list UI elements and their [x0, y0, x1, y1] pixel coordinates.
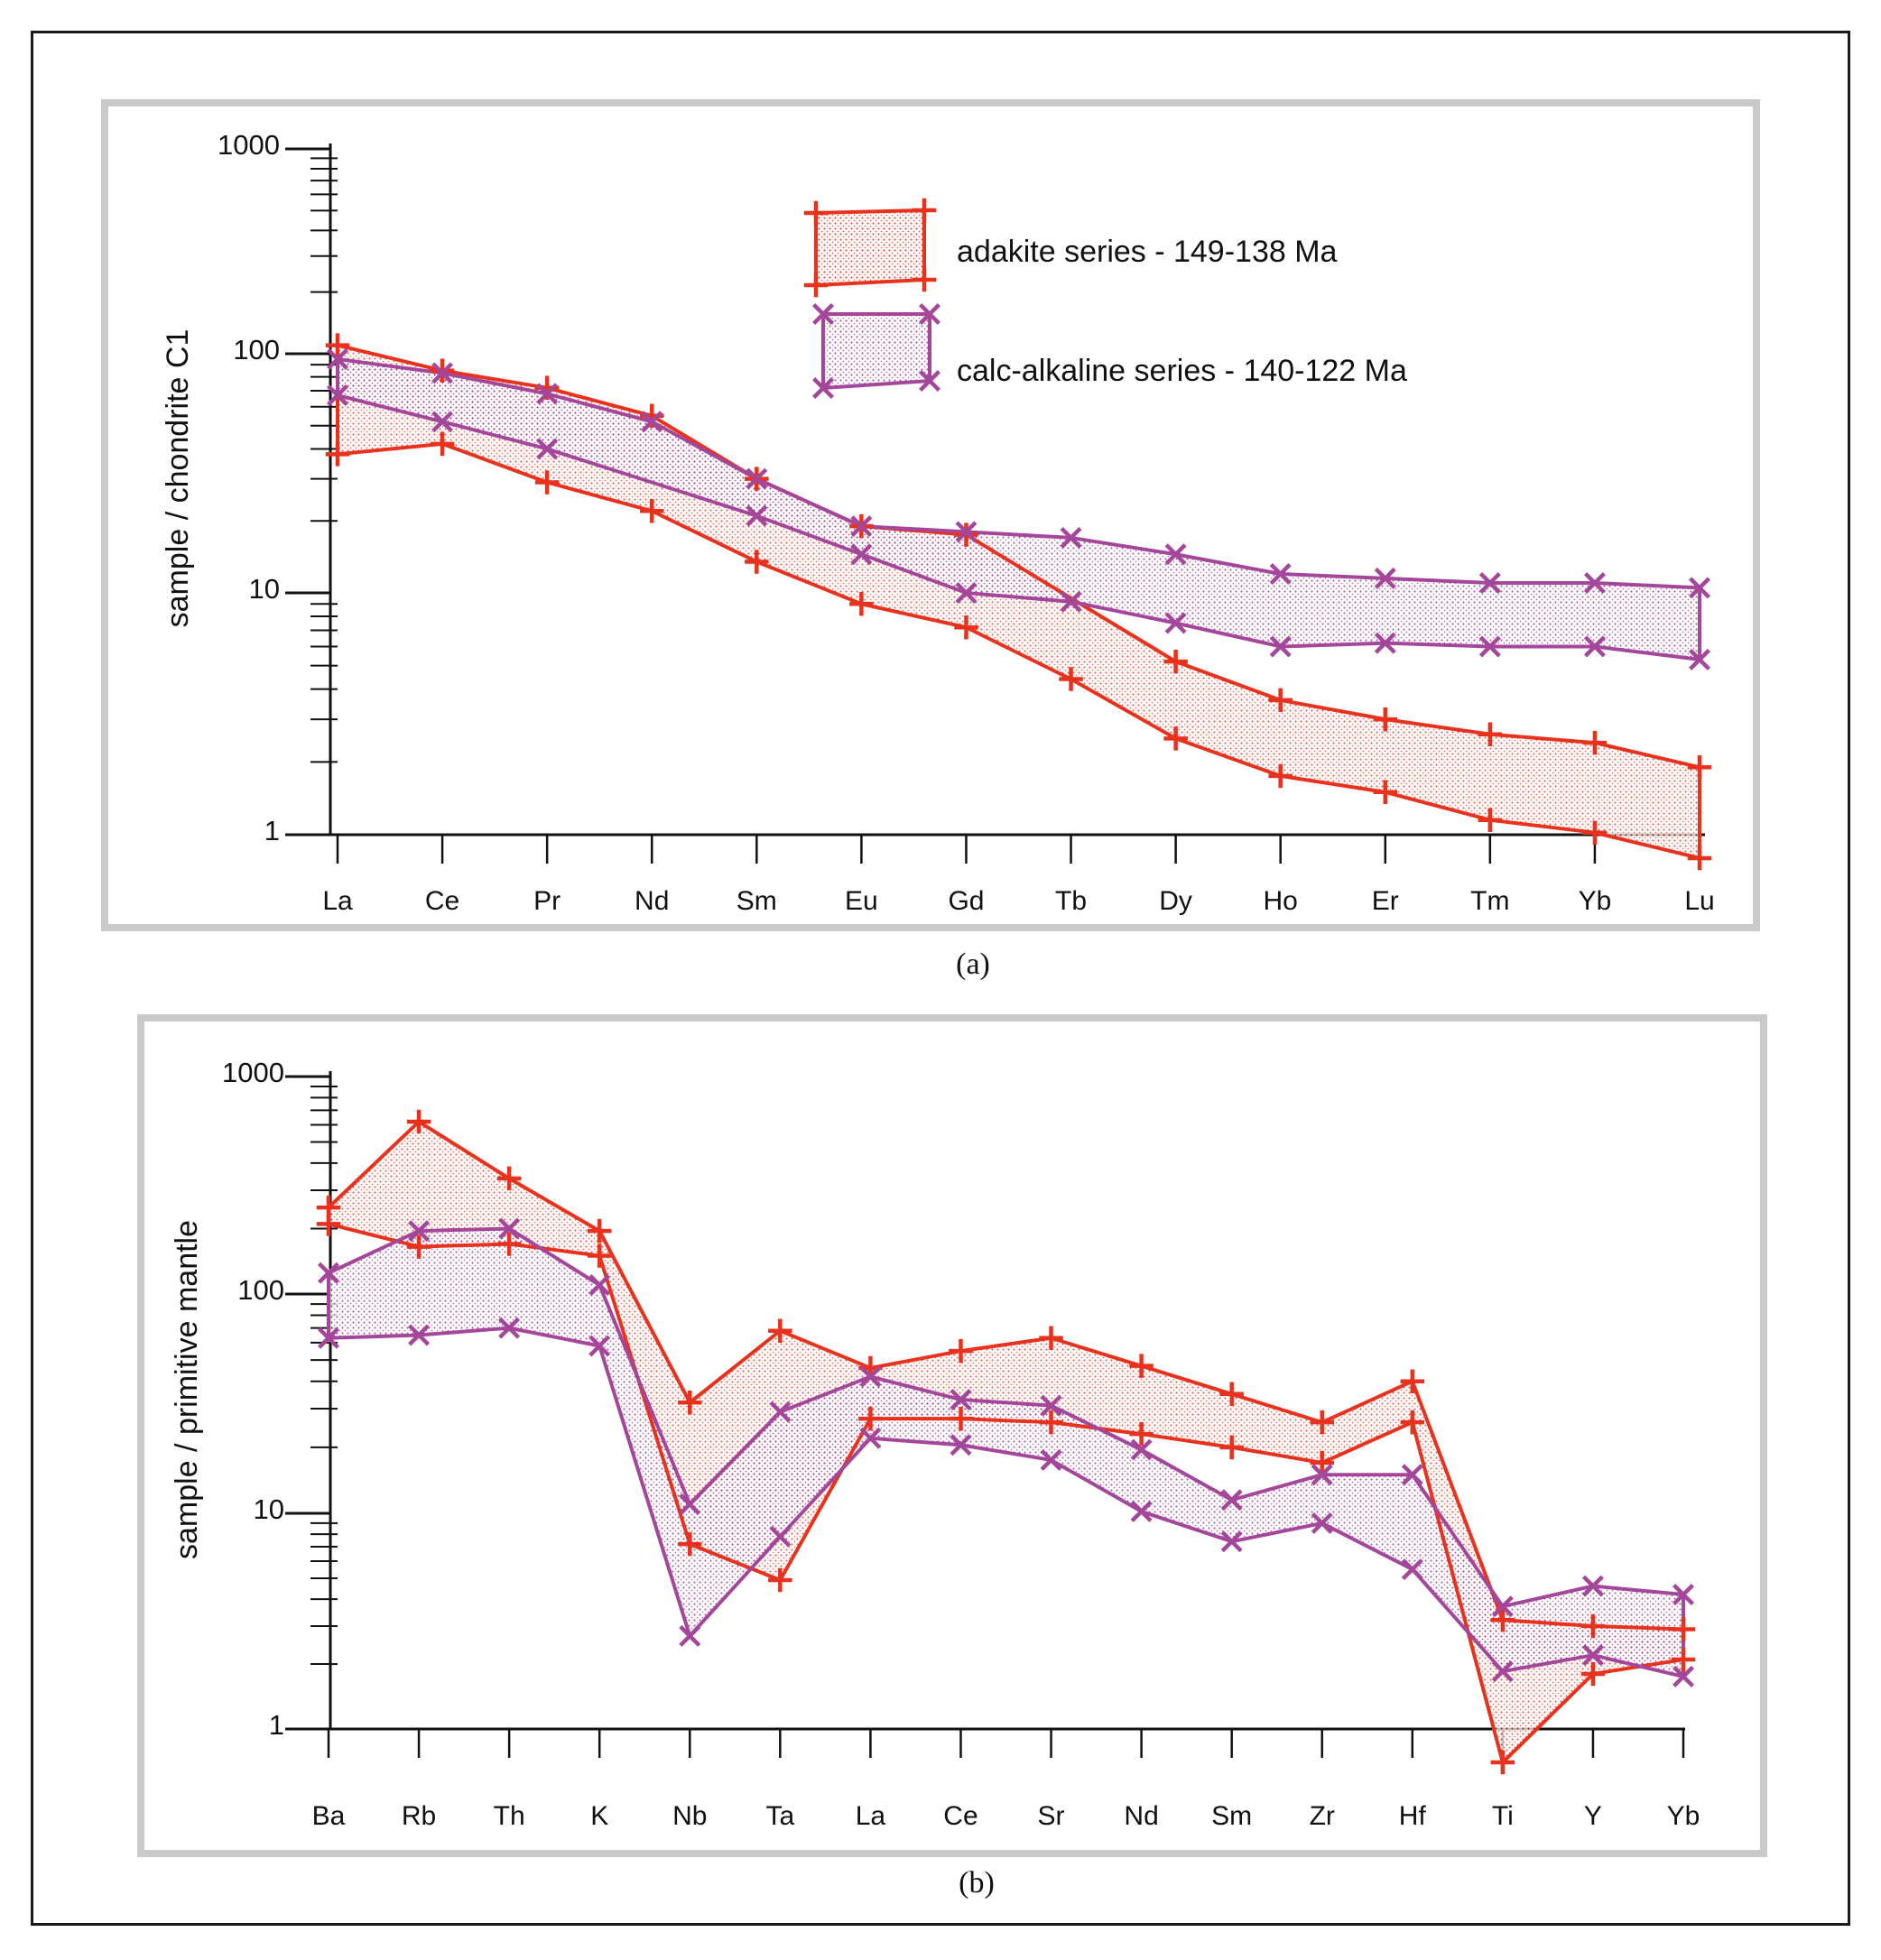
chart-a-ytick-label: 1000 — [218, 129, 280, 161]
legend-label-calc-alkaline: calc-alkaline series - 140-122 Ma — [957, 354, 1407, 388]
chart-b-category-label: La — [856, 1801, 886, 1831]
chart-b-ytick-label: 1 — [269, 1709, 284, 1741]
chart-a-category-label: Dy — [1159, 886, 1192, 916]
caption-b: (b) — [886, 1866, 1067, 1900]
chart-b-category-label: Th — [494, 1801, 525, 1831]
chart-b-plot: 1 10 100 1000 Ba Rb Th K Nb Ta La Ce Sr Nd Sm Zr Hf Ti Y Yb — [222, 1057, 1700, 1831]
chart-b-category-label: Ba — [312, 1801, 346, 1831]
chart-b-category-label: Ti — [1492, 1801, 1514, 1831]
chart-b-category-label: Sm — [1211, 1801, 1252, 1831]
chart-a-category-label: Gd — [948, 886, 984, 916]
chart-b-category-label: Ta — [765, 1801, 794, 1831]
chart-b-category-label: Rb — [402, 1801, 436, 1831]
chart-b-category-label: Sr — [1038, 1801, 1065, 1831]
chart-a-category-label: Pr — [533, 886, 561, 916]
chart-b-ytick-label: 1000 — [222, 1057, 284, 1088]
legend: adakite series - 149-138 Ma calc-alkalin… — [806, 200, 1407, 396]
chart-b: sample / primitive mantle 1 10 100 1000 Ba Rb… — [170, 1057, 1700, 1831]
legend-swatch-adakite — [816, 210, 924, 285]
legend-swatch-calc-alkaline — [823, 314, 930, 388]
chart-a: sample / chondrite C1 1 10 100 1000 La Ce Pr Nd… — [161, 129, 1715, 916]
chart-b-category-label: Yb — [1667, 1801, 1700, 1831]
legend-item-adakite: adakite series - 149-138 Ma — [816, 210, 1338, 285]
chart-b-ylabel: sample / primitive mantle — [170, 1220, 204, 1559]
legend-item-calc-alkaline: calc-alkaline series - 140-122 Ma — [823, 314, 1407, 388]
chart-b-ytick-label: 100 — [237, 1274, 284, 1306]
legend-label-adakite: adakite series - 149-138 Ma — [957, 235, 1338, 269]
chart-a-category-label: Tb — [1055, 886, 1087, 916]
chart-a-ylabel: sample / chondrite C1 — [161, 329, 195, 628]
chart-b-ytick-label: 10 — [254, 1493, 284, 1525]
chart-b-category-label: Nd — [1124, 1801, 1158, 1831]
chart-a-ytick-label: 100 — [233, 334, 280, 365]
chart-a-category-label: Er — [1372, 886, 1399, 916]
chart-a-ytick-label: 1 — [264, 815, 280, 846]
chart-a-category-label: La — [322, 886, 353, 916]
chart-a-category-label: Tm — [1470, 886, 1509, 916]
chart-a-category-label: Yb — [1579, 886, 1612, 916]
chart-a-category-label: Ho — [1264, 886, 1298, 916]
chart-a-category-label: Nd — [635, 886, 669, 916]
chart-b-category-label: Nb — [672, 1801, 707, 1831]
chart-b-category-label: Zr — [1310, 1801, 1335, 1831]
chart-b-category-label: Ce — [943, 1801, 978, 1831]
chart-a-category-label: Eu — [845, 886, 878, 916]
chart-a-ytick-label: 10 — [249, 573, 280, 605]
chart-b-category-label: Y — [1584, 1801, 1602, 1831]
chart-b-category-label: K — [590, 1801, 608, 1831]
chart-a-category-label: Ce — [425, 886, 459, 916]
chart-b-category-label: Hf — [1399, 1801, 1427, 1831]
chart-a-category-label: Lu — [1684, 886, 1714, 916]
caption-a: (a) — [883, 948, 1063, 982]
chart-a-category-label: Sm — [737, 886, 777, 916]
